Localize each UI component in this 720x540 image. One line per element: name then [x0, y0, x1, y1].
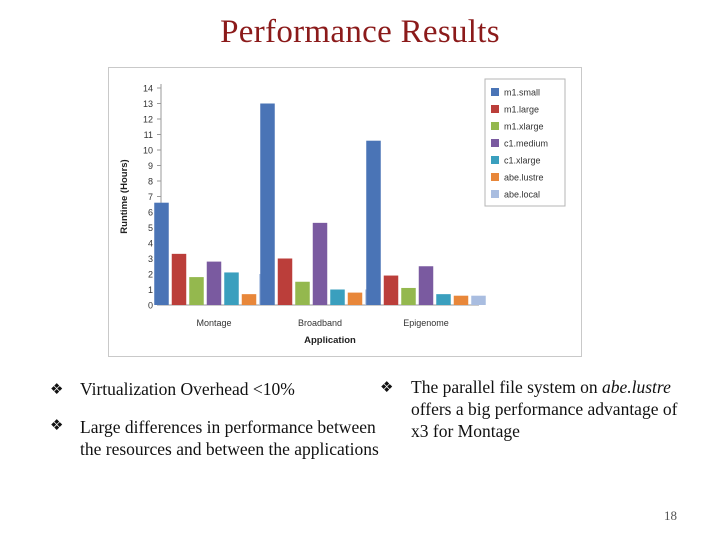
y-tick-label: 14	[143, 84, 153, 94]
bar-m1-small-broadband	[260, 103, 275, 305]
y-tick-label: 4	[148, 239, 153, 249]
bar-m1-large-epigenome	[383, 275, 399, 305]
y-tick-label: 1	[148, 285, 153, 295]
bullet-differences: Large differences in performance between…	[80, 417, 379, 459]
y-tick-label: 2	[148, 270, 153, 280]
bar-m1-xlarge-broadband	[295, 281, 310, 305]
bar-m1-small-epigenome	[366, 140, 381, 305]
bar-abe-lustre-epigenome	[453, 295, 469, 305]
bar-c1-xlarge-broadband	[330, 289, 345, 305]
y-tick-label: 13	[143, 99, 153, 109]
page-number: 18	[664, 508, 677, 523]
x-tick-label: Montage	[196, 318, 231, 328]
y-axis-title: Runtime (Hours)	[119, 159, 130, 233]
y-tick-label: 3	[148, 254, 153, 264]
y-tick-label: 12	[143, 115, 153, 125]
legend-label: abe.local	[504, 190, 540, 200]
bar-m1-large-broadband	[277, 258, 293, 305]
legend-label: m1.large	[504, 105, 539, 115]
y-tick-label: 9	[148, 161, 153, 171]
legend-swatch	[491, 105, 499, 113]
y-tick-label: 10	[143, 146, 153, 156]
x-tick-label: Broadband	[298, 318, 342, 328]
y-tick-label: 0	[148, 301, 153, 311]
legend-label: m1.small	[504, 88, 540, 98]
bullet-lustre-after: offers a big performance advantage of x3…	[411, 399, 678, 441]
bar-abe-lustre-broadband	[347, 292, 363, 305]
legend-label: m1.xlarge	[504, 122, 544, 132]
legend-label: abe.lustre	[504, 173, 544, 183]
bar-c1-xlarge-montage	[224, 272, 239, 305]
bullet-virtualization: Virtualization Overhead <10%	[80, 379, 295, 399]
bullet-diamond-icon: ❖	[50, 380, 64, 398]
y-tick-label: 11	[144, 130, 153, 140]
bullet-diamond-icon: ❖	[50, 416, 64, 434]
legend-label: c1.medium	[504, 139, 548, 149]
y-tick-label: 7	[148, 192, 153, 202]
bullet-diamond-icon: ❖	[380, 378, 394, 396]
bar-m1-large-montage	[171, 253, 187, 305]
slide-title: Performance Results	[220, 14, 500, 50]
x-axis-title: Application	[304, 335, 356, 346]
legend-swatch	[491, 190, 499, 198]
legend-swatch	[491, 139, 499, 147]
legend-swatch	[491, 122, 499, 130]
bar-c1-medium-montage	[206, 261, 222, 305]
bar-m1-small-montage	[154, 202, 169, 305]
bar-m1-xlarge-montage	[189, 277, 204, 305]
legend-swatch	[491, 173, 499, 181]
x-tick-label: Epigenome	[403, 318, 449, 328]
bullet-lustre: The parallel file system on abe.lustre o…	[411, 376, 691, 442]
legend-swatch	[491, 88, 499, 96]
chart-container: 0 1 2 3 4 5 6 7 8 9 10 11 12 13 14 Runtime (Hours) Appli…	[108, 67, 582, 357]
y-tick-label: 5	[148, 223, 153, 233]
bar-c1-medium-broadband	[312, 222, 328, 305]
legend-label: c1.xlarge	[504, 156, 541, 166]
bullet-lustre-emphasis: abe.lustre	[601, 377, 671, 397]
bullet-lustre-before: The parallel file system on	[411, 377, 602, 397]
bar-m1-xlarge-epigenome	[401, 287, 416, 305]
legend-swatch	[491, 156, 499, 164]
bar-abe-lustre-montage	[241, 294, 257, 305]
y-tick-label: 8	[148, 177, 153, 187]
bar-c1-xlarge-epigenome	[436, 294, 451, 305]
bar-c1-medium-epigenome	[418, 266, 434, 305]
y-tick-label: 6	[148, 208, 153, 218]
bar-abe-local-epigenome	[471, 295, 486, 305]
